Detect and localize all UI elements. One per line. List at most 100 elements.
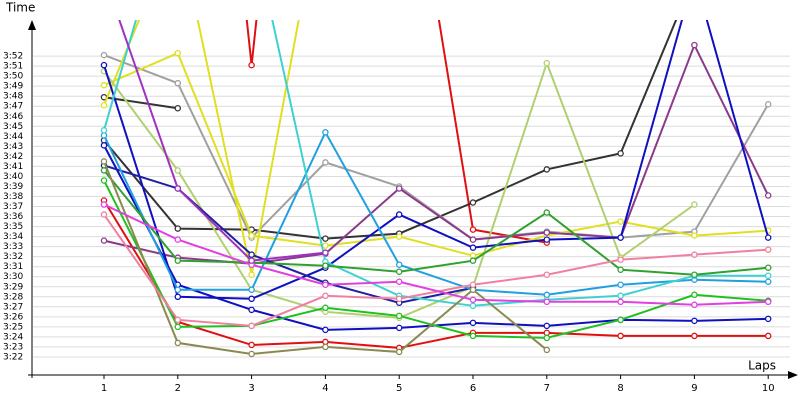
y-tick-label: 3:51 (3, 62, 23, 72)
y-tick-label: 3:35 (3, 222, 23, 232)
y-tick-label: 3:31 (3, 262, 23, 272)
x-tick-label: 10 (762, 383, 775, 394)
y-tick-label: 3:48 (3, 92, 23, 102)
y-tick-label: 3:27 (3, 302, 23, 312)
y-tick-label: 3:33 (3, 242, 23, 252)
data-point (469, 281, 477, 288)
x-tick-label: 7 (544, 383, 550, 394)
data-point (543, 166, 551, 173)
y-tick-label: 3:52 (3, 52, 23, 62)
series-line (103, 203, 769, 306)
data-point (100, 142, 108, 149)
data-point (100, 167, 108, 174)
x-tick-label: 9 (691, 383, 697, 394)
y-tick-label: 3:45 (3, 122, 23, 132)
data-point (469, 244, 477, 251)
data-point (543, 59, 551, 67)
data-point (395, 278, 403, 285)
data-point (174, 339, 182, 347)
series-line (103, 96, 178, 110)
data-point (395, 268, 403, 275)
y-tick-label: 3:30 (3, 272, 23, 282)
y-tick-label: 3:42 (3, 152, 23, 162)
y-tick-label: 3:47 (3, 102, 23, 112)
y-tick-label: 3:29 (3, 282, 23, 292)
data-point (764, 246, 772, 253)
y-tick-label: 3:37 (3, 202, 23, 212)
data-point (100, 211, 108, 218)
y-tick-label: 3:26 (3, 312, 23, 322)
data-point (322, 262, 329, 269)
data-point (764, 192, 772, 199)
series-line (103, 164, 474, 304)
data-point (691, 251, 698, 258)
data-point (395, 348, 403, 356)
x-tick-label: 1 (101, 383, 107, 394)
data-point (395, 295, 403, 303)
data-point (100, 127, 108, 134)
data-point (248, 306, 255, 314)
data-point (174, 225, 182, 232)
series-line (103, 180, 769, 339)
series-line (103, 199, 769, 349)
data-point (543, 229, 551, 236)
data-point (543, 236, 551, 243)
data-point (764, 100, 772, 108)
data-point (691, 201, 698, 208)
data-point (617, 281, 624, 288)
data-point (174, 316, 182, 324)
data-point (543, 334, 551, 342)
data-point (617, 332, 624, 340)
series-line (103, 42, 770, 265)
data-point (469, 257, 477, 264)
data-point (174, 79, 182, 87)
data-point (395, 233, 403, 240)
series-line (103, 20, 769, 307)
data-point (248, 341, 255, 349)
data-point (174, 104, 182, 112)
data-point (764, 332, 772, 340)
grid (33, 55, 790, 358)
series-line (103, 20, 300, 275)
y-tick-label: 3:24 (3, 332, 23, 342)
series-line (103, 51, 769, 257)
data-point (248, 271, 255, 278)
data-point (543, 298, 551, 306)
data-point (395, 324, 403, 332)
data-point (469, 226, 477, 233)
data-point (543, 209, 551, 216)
data-point (174, 236, 182, 243)
data-point (100, 201, 108, 208)
data-point (469, 302, 477, 310)
y-tick-label: 3:43 (3, 142, 23, 152)
data-point (100, 158, 108, 165)
data-point (617, 218, 624, 225)
data-point (469, 199, 477, 206)
data-point (691, 317, 698, 325)
x-tick-label: 3 (248, 383, 254, 394)
data-point (322, 235, 329, 242)
data-point (617, 266, 624, 273)
data-point (543, 322, 551, 330)
data-point (764, 315, 772, 323)
data-point (617, 292, 624, 300)
data-point (100, 101, 108, 109)
y-tick-label: 3:49 (3, 82, 23, 92)
data-point (764, 234, 772, 241)
data-point (691, 232, 698, 239)
y-tick-label: 3:28 (3, 292, 23, 302)
data-point (322, 129, 329, 136)
series-line (118, 20, 326, 262)
y-tick-label: 3:41 (3, 162, 23, 172)
data-point (617, 256, 624, 263)
data-point (543, 271, 551, 278)
data-point (322, 343, 329, 351)
data-point (691, 271, 698, 278)
x-axis-title: Laps (748, 359, 776, 373)
data-point (100, 81, 108, 89)
data-point (395, 185, 403, 192)
data-point (691, 301, 698, 309)
data-point (174, 293, 182, 301)
data-point (322, 326, 329, 334)
data-point (617, 298, 624, 306)
